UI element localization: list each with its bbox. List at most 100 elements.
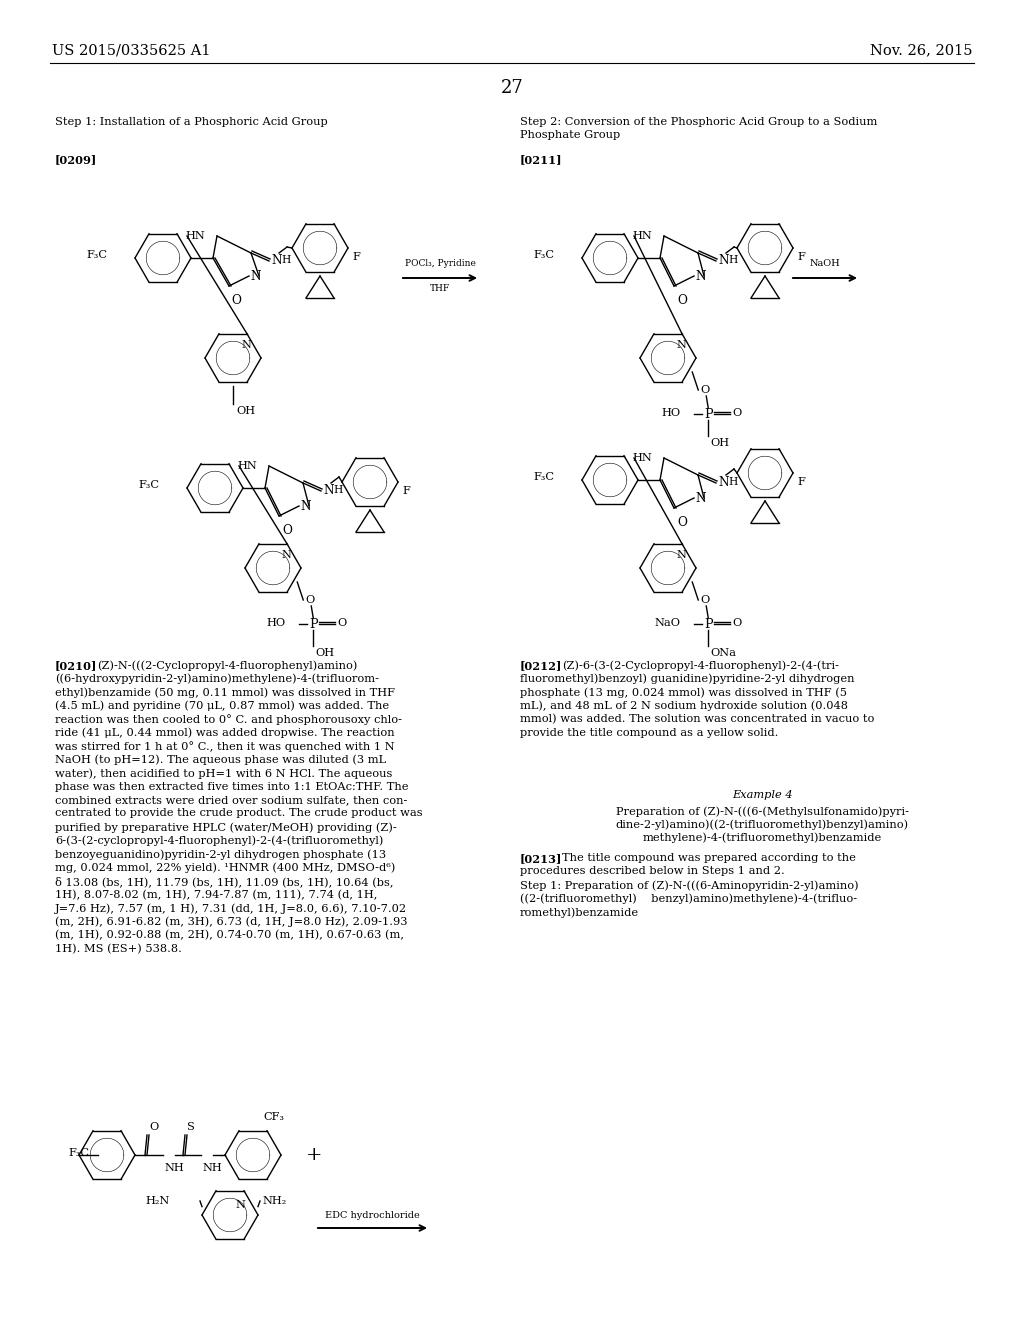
Text: romethyl)benzamide: romethyl)benzamide (520, 907, 639, 917)
Text: N: N (323, 484, 334, 498)
Text: 1H). MS (ES+) 538.8.: 1H). MS (ES+) 538.8. (55, 944, 182, 954)
Text: Example 4: Example 4 (732, 789, 793, 800)
Text: F: F (402, 486, 410, 496)
Text: HO: HO (266, 618, 286, 628)
Text: HN: HN (632, 231, 652, 242)
Text: N: N (695, 491, 706, 504)
Text: S: S (187, 1122, 195, 1133)
Text: EDC hydrochloride: EDC hydrochloride (326, 1210, 420, 1220)
Text: H: H (333, 484, 342, 495)
Text: F₃C: F₃C (86, 249, 106, 260)
Text: HN: HN (185, 231, 205, 242)
Text: F₃C: F₃C (138, 480, 159, 490)
Text: O: O (700, 595, 710, 605)
Text: 27: 27 (501, 79, 523, 96)
Text: H: H (281, 255, 291, 265)
Text: mL), and 48 mL of 2 N sodium hydroxide solution (0.048: mL), and 48 mL of 2 N sodium hydroxide s… (520, 701, 848, 711)
Text: dine-2-yl)amino)((2-(trifluoromethyl)benzyl)amino): dine-2-yl)amino)((2-(trifluoromethyl)ben… (615, 818, 908, 829)
Text: methylene)-4-(trifluoromethyl)benzamide: methylene)-4-(trifluoromethyl)benzamide (642, 832, 882, 842)
Text: NaOH: NaOH (810, 259, 841, 268)
Text: J=7.6 Hz), 7.57 (m, 1 H), 7.31 (dd, 1H, J=8.0, 6.6), 7.10-7.02: J=7.6 Hz), 7.57 (m, 1 H), 7.31 (dd, 1H, … (55, 903, 408, 913)
Text: NH: NH (164, 1163, 183, 1173)
Text: N: N (281, 550, 291, 560)
Text: Nov. 26, 2015: Nov. 26, 2015 (869, 44, 972, 57)
Text: (4.5 mL) and pyridine (70 μL, 0.87 mmol) was added. The: (4.5 mL) and pyridine (70 μL, 0.87 mmol)… (55, 701, 389, 711)
Text: P: P (703, 408, 713, 421)
Text: Step 2: Conversion of the Phosphoric Acid Group to a Sodium: Step 2: Conversion of the Phosphoric Aci… (520, 117, 878, 127)
Text: [0212]: [0212] (520, 660, 562, 671)
Text: HN: HN (238, 461, 257, 471)
Text: [0213]: [0213] (520, 853, 562, 865)
Text: benzoyeguanidino)pyridin-2-yl dihydrogen phosphate (13: benzoyeguanidino)pyridin-2-yl dihydrogen… (55, 849, 386, 859)
Text: O: O (677, 294, 687, 308)
Text: 6-(3-(2-cyclopropyl-4-fluorophenyl)-2-(4-(trifluoromethyl): 6-(3-(2-cyclopropyl-4-fluorophenyl)-2-(4… (55, 836, 383, 846)
Text: O: O (337, 618, 346, 628)
Text: phase was then extracted five times into 1:1 EtOAc:THF. The: phase was then extracted five times into… (55, 781, 409, 792)
Text: (m, 2H), 6.91-6.82 (m, 3H), 6.73 (d, 1H, J=8.0 Hz), 2.09-1.93: (m, 2H), 6.91-6.82 (m, 3H), 6.73 (d, 1H,… (55, 916, 408, 927)
Text: ONa: ONa (711, 648, 736, 657)
Text: O: O (282, 524, 292, 537)
Text: H: H (728, 255, 737, 265)
Text: NaOH (to pH=12). The aqueous phase was diluted (3 mL: NaOH (to pH=12). The aqueous phase was d… (55, 755, 386, 766)
Text: OH: OH (236, 407, 255, 416)
Text: [0211]: [0211] (520, 154, 562, 165)
Text: OH: OH (315, 648, 335, 657)
Text: O: O (732, 408, 741, 418)
Text: O: O (231, 294, 241, 308)
Text: N: N (300, 499, 310, 512)
Text: POCl₃, Pyridine: POCl₃, Pyridine (404, 259, 475, 268)
Text: F: F (797, 477, 805, 487)
Text: THF: THF (430, 284, 451, 293)
Text: F: F (352, 252, 359, 261)
Text: water), then acidified to pH=1 with 6 N HCl. The aqueous: water), then acidified to pH=1 with 6 N … (55, 768, 392, 779)
Text: F₃C: F₃C (68, 1148, 89, 1158)
Text: procedures described below in Steps 1 and 2.: procedures described below in Steps 1 an… (520, 866, 784, 876)
Text: F₃C: F₃C (534, 249, 554, 260)
Text: HN: HN (632, 453, 652, 463)
Text: ride (41 μL, 0.44 mmol) was added dropwise. The reaction: ride (41 μL, 0.44 mmol) was added dropwi… (55, 727, 394, 738)
Text: fluoromethyl)benzoyl) guanidine)pyridine-2-yl dihydrogen: fluoromethyl)benzoyl) guanidine)pyridine… (520, 673, 854, 684)
Text: N: N (241, 341, 251, 350)
Text: Step 1: Preparation of (Z)-N-(((6-Aminopyridin-2-yl)amino): Step 1: Preparation of (Z)-N-(((6-Aminop… (520, 880, 859, 891)
Text: phosphate (13 mg, 0.024 mmol) was dissolved in THF (5: phosphate (13 mg, 0.024 mmol) was dissol… (520, 686, 847, 697)
Text: US 2015/0335625 A1: US 2015/0335625 A1 (52, 44, 211, 57)
Text: centrated to provide the crude product. The crude product was: centrated to provide the crude product. … (55, 808, 423, 818)
Text: Step 1: Installation of a Phosphoric Acid Group: Step 1: Installation of a Phosphoric Aci… (55, 117, 328, 127)
Text: was stirred for 1 h at 0° C., then it was quenched with 1 N: was stirred for 1 h at 0° C., then it wa… (55, 741, 394, 752)
Text: 1H), 8.07-8.02 (m, 1H), 7.94-7.87 (m, 111), 7.74 (d, 1H,: 1H), 8.07-8.02 (m, 1H), 7.94-7.87 (m, 11… (55, 890, 378, 900)
Text: F: F (797, 252, 805, 261)
Text: P: P (703, 618, 713, 631)
Text: P: P (309, 618, 317, 631)
Text: (Z)-N-(((2-Cyclopropyl-4-fluorophenyl)amino): (Z)-N-(((2-Cyclopropyl-4-fluorophenyl)am… (97, 660, 357, 671)
Text: provide the title compound as a yellow solid.: provide the title compound as a yellow s… (520, 727, 778, 738)
Text: O: O (700, 385, 710, 395)
Text: +: + (306, 1146, 323, 1164)
Text: Preparation of (Z)-N-(((6-(Methylsulfonamido)pyri-: Preparation of (Z)-N-(((6-(Methylsulfona… (615, 807, 908, 817)
Text: O: O (150, 1122, 159, 1133)
Text: ethyl)benzamide (50 mg, 0.11 mmol) was dissolved in THF: ethyl)benzamide (50 mg, 0.11 mmol) was d… (55, 686, 395, 697)
Text: N: N (676, 550, 686, 560)
Text: OH: OH (711, 438, 729, 447)
Text: [0210]: [0210] (55, 660, 97, 671)
Text: NH₂: NH₂ (262, 1196, 287, 1206)
Text: ((2-(trifluoromethyl)    benzyl)amino)methylene)-4-(trifluo-: ((2-(trifluoromethyl) benzyl)amino)methy… (520, 894, 857, 904)
Text: [0209]: [0209] (55, 154, 97, 165)
Text: N: N (271, 255, 282, 268)
Text: O: O (732, 618, 741, 628)
Text: H₂N: H₂N (145, 1196, 170, 1206)
Text: F₃C: F₃C (534, 473, 554, 482)
Text: CF₃: CF₃ (263, 1111, 284, 1122)
Text: HO: HO (662, 408, 680, 418)
Text: purified by preparative HPLC (water/MeOH) providing (Z)-: purified by preparative HPLC (water/MeOH… (55, 822, 396, 833)
Text: ((6-hydroxypyridin-2-yl)amino)methylene)-4-(trifluorom-: ((6-hydroxypyridin-2-yl)amino)methylene)… (55, 673, 379, 684)
Text: O: O (677, 516, 687, 529)
Text: (m, 1H), 0.92-0.88 (m, 2H), 0.74-0.70 (m, 1H), 0.67-0.63 (m,: (m, 1H), 0.92-0.88 (m, 2H), 0.74-0.70 (m… (55, 931, 404, 940)
Text: N: N (695, 269, 706, 282)
Text: N: N (250, 269, 261, 282)
Text: H: H (728, 477, 737, 487)
Text: mmol) was added. The solution was concentrated in vacuo to: mmol) was added. The solution was concen… (520, 714, 874, 725)
Text: δ 13.08 (bs, 1H), 11.79 (bs, 1H), 11.09 (bs, 1H), 10.64 (bs,: δ 13.08 (bs, 1H), 11.79 (bs, 1H), 11.09 … (55, 876, 393, 887)
Text: reaction was then cooled to 0° C. and phosphorousoxy chlo-: reaction was then cooled to 0° C. and ph… (55, 714, 402, 725)
Text: The title compound was prepared according to the: The title compound was prepared accordin… (562, 853, 856, 863)
Text: N: N (234, 1200, 245, 1210)
